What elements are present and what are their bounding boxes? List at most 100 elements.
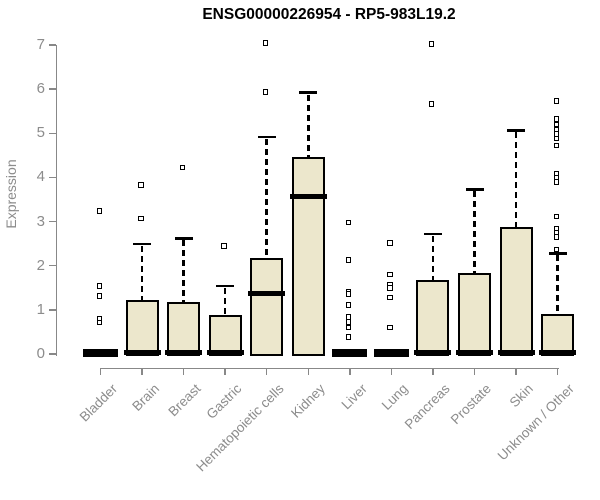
x-tick-label: Breast [165, 381, 204, 420]
outlier-point [553, 135, 560, 142]
x-tick-label: Prostate [447, 381, 495, 428]
whisker-cap [299, 91, 318, 94]
x-tick-label: Kidney [288, 381, 328, 421]
median-line [414, 350, 452, 356]
whisker-stem [431, 235, 435, 280]
x-tick-label: Lung [379, 381, 412, 413]
y-tick [49, 88, 56, 90]
outlier-point [138, 215, 144, 222]
outlier-point [428, 101, 435, 107]
whisker-stem [473, 191, 476, 273]
whisker-stem [140, 246, 144, 301]
y-tick-label: 7 [36, 36, 45, 54]
x-tick-label: Skin [506, 381, 536, 411]
outlier-point [387, 271, 393, 278]
x-tick [349, 368, 351, 376]
outlier-point [553, 213, 560, 220]
x-tick [515, 368, 517, 376]
box [167, 302, 201, 357]
outlier-point [96, 319, 102, 326]
median-line [289, 193, 327, 199]
median-line [373, 348, 409, 357]
outlier-point [428, 41, 435, 47]
outlier-point [262, 40, 269, 46]
x-tick [307, 368, 309, 376]
outlier-point [345, 324, 352, 331]
whisker-stem [265, 138, 269, 258]
median-line [539, 350, 577, 356]
x-tick [556, 368, 559, 376]
x-tick [141, 368, 143, 376]
box [458, 272, 492, 357]
whisker-cap [133, 242, 152, 246]
outlier-point [345, 291, 352, 297]
whisker-cap [257, 135, 276, 139]
outlier-point [345, 302, 352, 308]
outlier-point [345, 257, 352, 263]
y-tick [49, 44, 56, 46]
outlier-point [553, 142, 560, 149]
box [208, 314, 242, 357]
outlier-point [345, 334, 352, 340]
whisker-cap [423, 232, 442, 236]
y-tick-label: 0 [36, 345, 45, 362]
outlier-point [553, 98, 560, 104]
median-line [165, 350, 203, 356]
x-tick-label: Bladder [76, 381, 121, 425]
x-tick [390, 368, 393, 376]
y-tick-label: 6 [36, 80, 45, 98]
x-tick-label: Brain [128, 381, 162, 414]
box [416, 279, 450, 357]
x-axis-line [99, 367, 559, 369]
whisker-cap [174, 237, 193, 240]
outlier-point [387, 285, 393, 291]
outlier-point [387, 240, 393, 246]
x-tick [266, 368, 268, 376]
whisker-stem [307, 94, 310, 157]
y-tick [49, 176, 56, 179]
chart-title: ENSG00000226954 - RP5-983L19.2 [202, 6, 456, 23]
outlier-point [345, 219, 352, 226]
median-line [332, 348, 368, 357]
y-tick-label: 3 [36, 212, 45, 230]
outlier-point [387, 324, 393, 331]
x-tick-label: Unknown / Other [495, 381, 578, 464]
box [250, 257, 284, 357]
whisker-cap [216, 284, 235, 288]
outlier-point [138, 182, 144, 188]
outlier-point [221, 243, 227, 249]
whisker-cap [507, 128, 526, 132]
outlier-point [96, 293, 102, 299]
median-line [456, 350, 494, 356]
y-tick [49, 353, 56, 355]
x-tick-label: Liver [338, 381, 370, 413]
x-tick [432, 368, 434, 376]
outlier-point [387, 294, 393, 301]
y-tick-label: 2 [36, 256, 45, 274]
x-tick [473, 368, 476, 376]
outlier-point [96, 283, 102, 289]
y-tick [49, 265, 56, 267]
whisker-stem [182, 240, 185, 303]
median-line [497, 350, 535, 356]
box [541, 314, 575, 357]
outlier-point [96, 208, 102, 214]
median-line [248, 290, 286, 296]
x-tick-label: Gastric [203, 381, 245, 422]
outlier-point [553, 179, 560, 185]
y-tick-label: 1 [36, 300, 45, 318]
outlier-point [553, 234, 560, 240]
outlier-point [262, 89, 269, 95]
median-line [206, 350, 244, 356]
x-tick-label: Pancreas [401, 381, 453, 432]
whisker-stem [514, 132, 518, 228]
y-tick [49, 220, 56, 223]
whisker-cap [465, 188, 484, 191]
box [499, 227, 533, 357]
y-tick [49, 309, 56, 311]
whisker-stem [223, 288, 227, 315]
y-tick [49, 132, 56, 134]
x-tick [99, 368, 102, 376]
